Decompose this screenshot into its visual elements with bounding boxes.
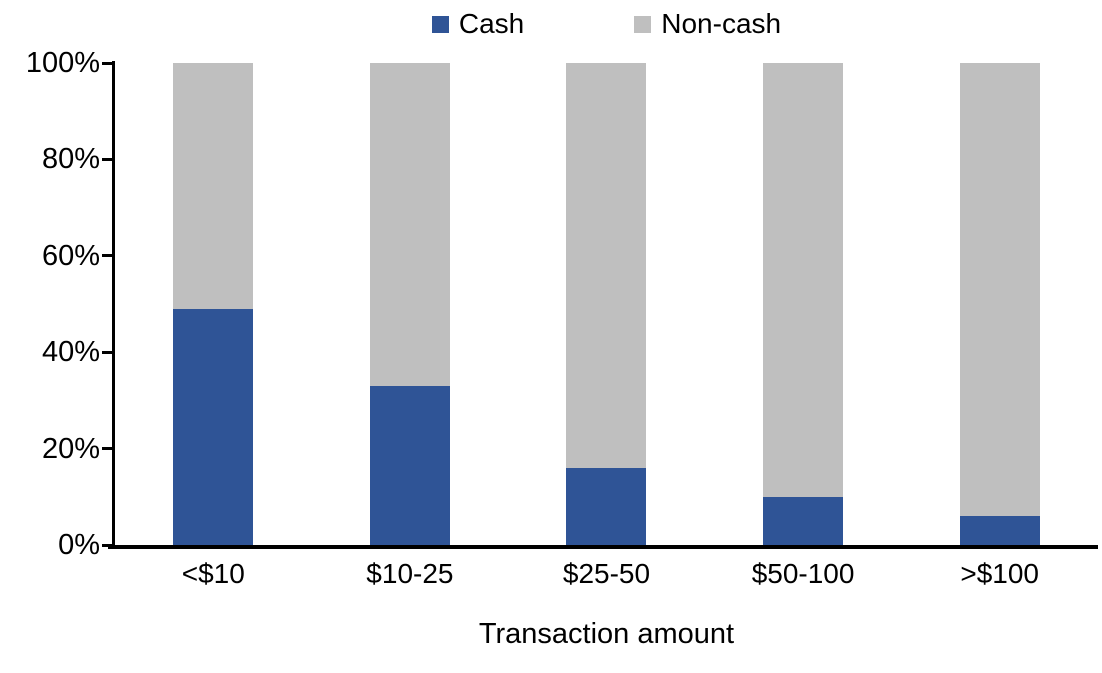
- bar-group: >$100: [901, 63, 1098, 588]
- bar-group: <$10: [115, 63, 312, 588]
- plot-area: <$10 $10-25 $25-50 $50-100 >$100: [102, 61, 1098, 588]
- y-tick-label: 40%: [41, 336, 100, 369]
- y-axis-line: [112, 61, 115, 548]
- bar-stack: [959, 63, 1040, 545]
- bar-group: $25-50: [508, 63, 705, 588]
- bar-stack: [369, 63, 450, 545]
- x-tick-label: $50-100: [751, 558, 855, 589]
- cash-legend-swatch-icon: [431, 15, 449, 33]
- x-axis-title: Transaction amount: [478, 618, 735, 650]
- bar-segment-non-cash: [959, 63, 1040, 517]
- y-tick-mark: [102, 350, 113, 354]
- y-tick-label: 100%: [25, 47, 100, 79]
- legend-label-cash: Cash: [458, 8, 525, 39]
- x-axis-line: [108, 545, 1098, 549]
- y-tick-label: 0%: [58, 529, 100, 561]
- x-tick-label: $25-50: [562, 558, 651, 589]
- y-tick-mark: [102, 447, 113, 451]
- x-tick-label: >$100: [960, 558, 1039, 589]
- x-tick-label: $10-25: [366, 558, 454, 589]
- legend-label-noncash: Non-cash: [661, 8, 782, 39]
- legend-item-noncash: Non-cash: [634, 10, 781, 38]
- bar-segment-non-cash: [369, 63, 450, 386]
- y-tick-label: 20%: [41, 432, 100, 465]
- bar-group: $10-25: [312, 63, 509, 588]
- y-tick-label: 60%: [41, 239, 100, 272]
- bar-segment-cash: [369, 385, 450, 545]
- legend-item-cash: Cash: [431, 8, 525, 39]
- y-tick-mark: [102, 157, 113, 161]
- y-tick-mark: [102, 254, 113, 258]
- bar-segment-cash: [763, 496, 844, 545]
- x-tick-label: <$10: [181, 558, 245, 589]
- noncash-legend-swatch-icon: [634, 15, 652, 33]
- bar-stack: [566, 63, 647, 545]
- bar-segment-non-cash: [566, 63, 647, 468]
- y-tick-mark: [102, 61, 113, 65]
- bar-segment-non-cash: [763, 63, 844, 497]
- bar-segment-non-cash: [173, 63, 254, 309]
- bars-container: <$10 $10-25 $25-50 $50-100 >$100: [115, 63, 1098, 588]
- bar-group: $50-100: [705, 63, 902, 588]
- bar-segment-cash: [959, 516, 1040, 545]
- y-axis-labels: 0% 20% 40% 60% 80% 100%: [0, 48, 100, 560]
- bar-segment-cash: [566, 467, 647, 545]
- y-tick-label: 80%: [41, 143, 100, 176]
- bar-segment-cash: [173, 308, 254, 545]
- bar-stack: [763, 63, 844, 545]
- bar-stack: [173, 63, 254, 545]
- y-tick-mark: [102, 543, 113, 547]
- chart-legend: Cash Non-cash: [115, 10, 1098, 38]
